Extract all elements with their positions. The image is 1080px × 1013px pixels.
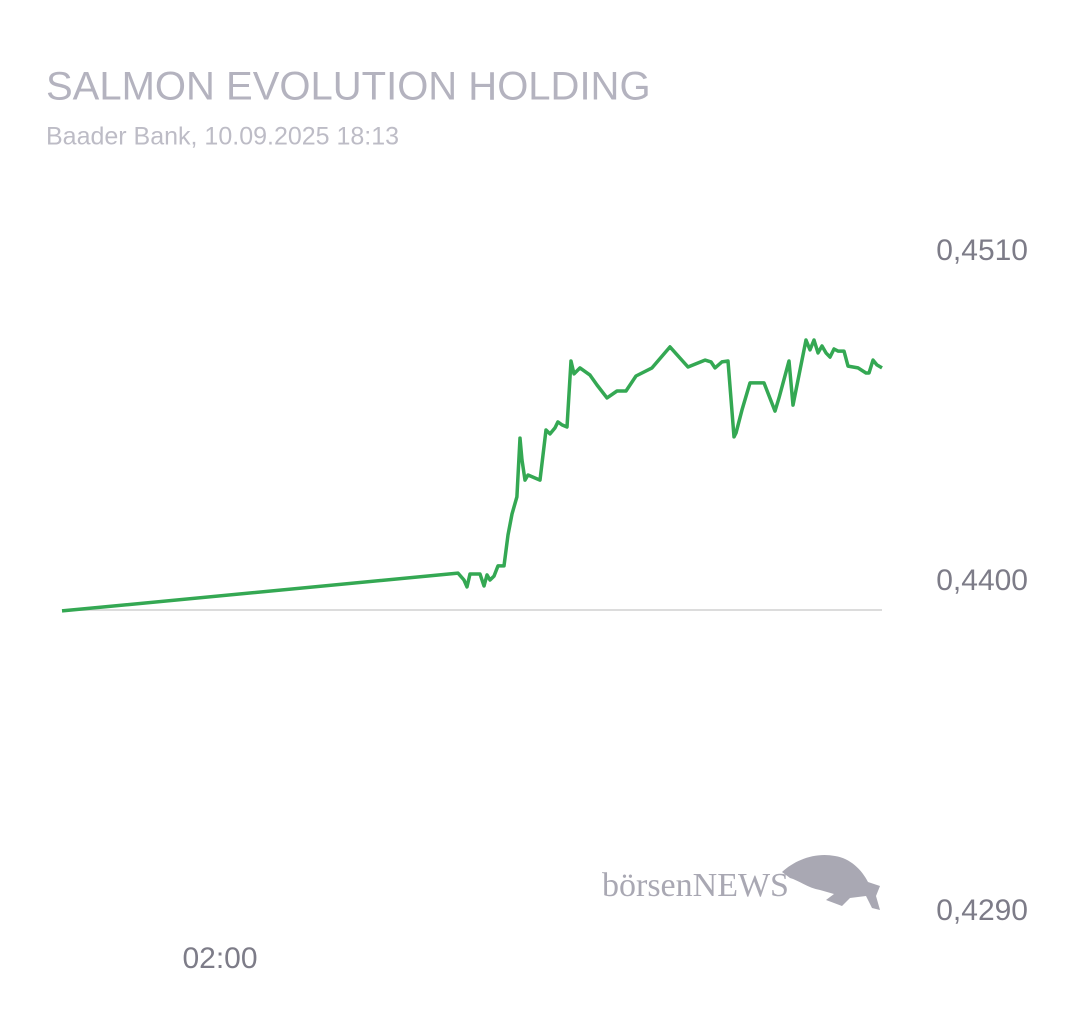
y-tick-label: 0,4510 [936,234,1028,267]
price-line [61,338,883,613]
chart-title: SALMON EVOLUTION HOLDING [46,65,651,109]
chart-subtitle: Baader Bank, 10.09.2025 18:13 [46,123,399,151]
y-tick-label: 0,4400 [936,564,1028,597]
y-tick-label: 0,4290 [936,894,1028,927]
watermark: börsenNEWS [602,867,789,904]
bull-icon [782,854,880,910]
watermark-logo: börsenNEWS [602,854,880,910]
x-tick-label: 02:00 [182,942,257,975]
